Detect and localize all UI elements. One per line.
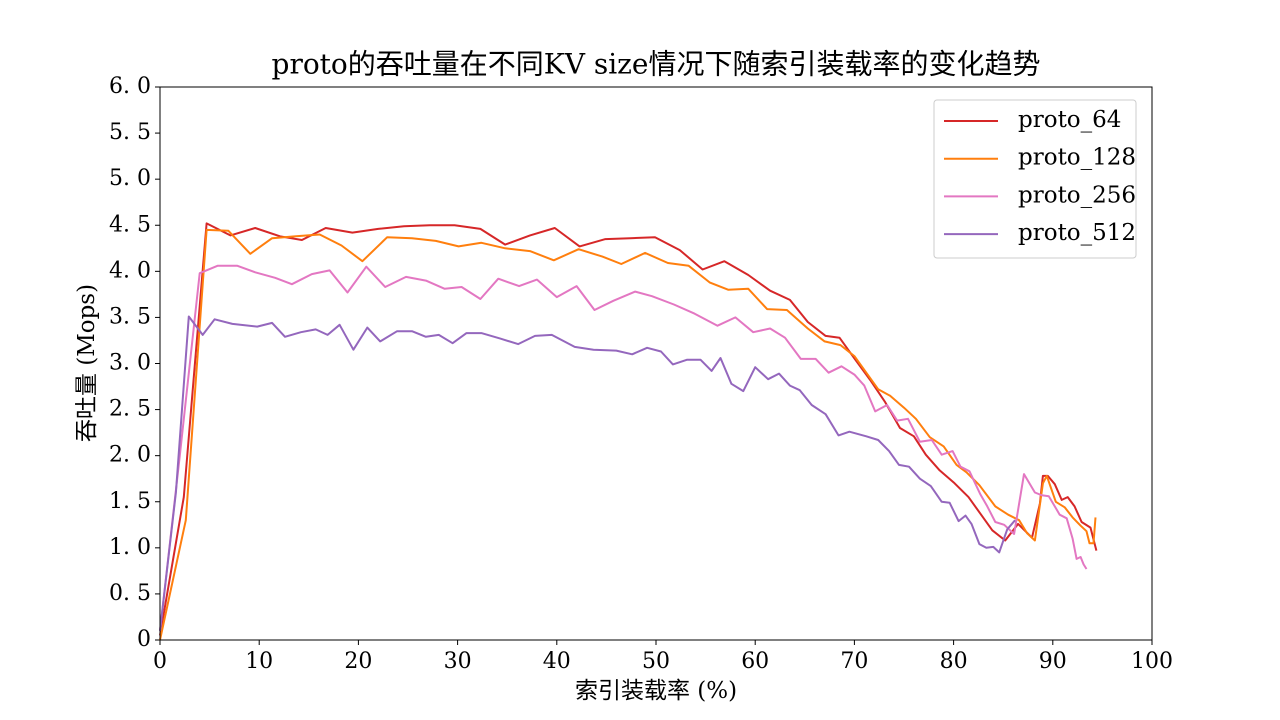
data-line (159, 228, 1097, 641)
x-tick-label: 0 (153, 649, 167, 674)
plot-frame (159, 86, 1153, 641)
y-tick-label: 0. 5 (109, 581, 151, 606)
y-tick-label: 4. 0 (109, 258, 151, 283)
y-tick-label: 2. 5 (109, 397, 151, 422)
x-tick-label: 70 (840, 649, 868, 674)
y-tick-label: 3. 5 (109, 304, 151, 329)
chart-title: proto的吞吐量在不同KV size情况下随索引装载率的变化趋势 (272, 48, 1041, 81)
legend-label: proto_256 (1018, 182, 1136, 208)
x-tick-label: 100 (1131, 649, 1173, 674)
y-tick-label: 0 (137, 627, 151, 652)
x-tick-label: 90 (1039, 649, 1067, 674)
x-tick-label: 40 (543, 649, 571, 674)
legend-label: proto_128 (1018, 145, 1136, 171)
legend-label: proto_512 (1018, 220, 1136, 246)
y-tick-label: 6. 0 (109, 74, 151, 99)
x-tick-label: 10 (245, 649, 273, 674)
data-line (159, 315, 1016, 631)
y-tick-label: 4. 5 (109, 212, 151, 237)
y-tick-label: 5. 5 (109, 120, 151, 145)
y-tick-label: 2. 0 (109, 443, 151, 468)
y-tick-label: 5. 0 (109, 166, 151, 191)
y-tick-label: 3. 0 (109, 351, 151, 376)
x-axis-label: 索引装载率 (%) (575, 678, 737, 704)
y-axis-label: 吞吐量 (Mops) (74, 284, 100, 442)
legend-label: proto_64 (1018, 107, 1121, 133)
y-tick-label: 1. 0 (109, 535, 151, 560)
x-tick-label: 50 (642, 649, 670, 674)
x-tick-label: 60 (741, 649, 769, 674)
data-line (159, 264, 1088, 631)
legend-box (933, 99, 1137, 259)
x-tick-label: 80 (940, 649, 968, 674)
y-tick-label: 1. 5 (109, 489, 151, 514)
x-tick-label: 30 (444, 649, 472, 674)
x-tick-label: 20 (344, 649, 372, 674)
